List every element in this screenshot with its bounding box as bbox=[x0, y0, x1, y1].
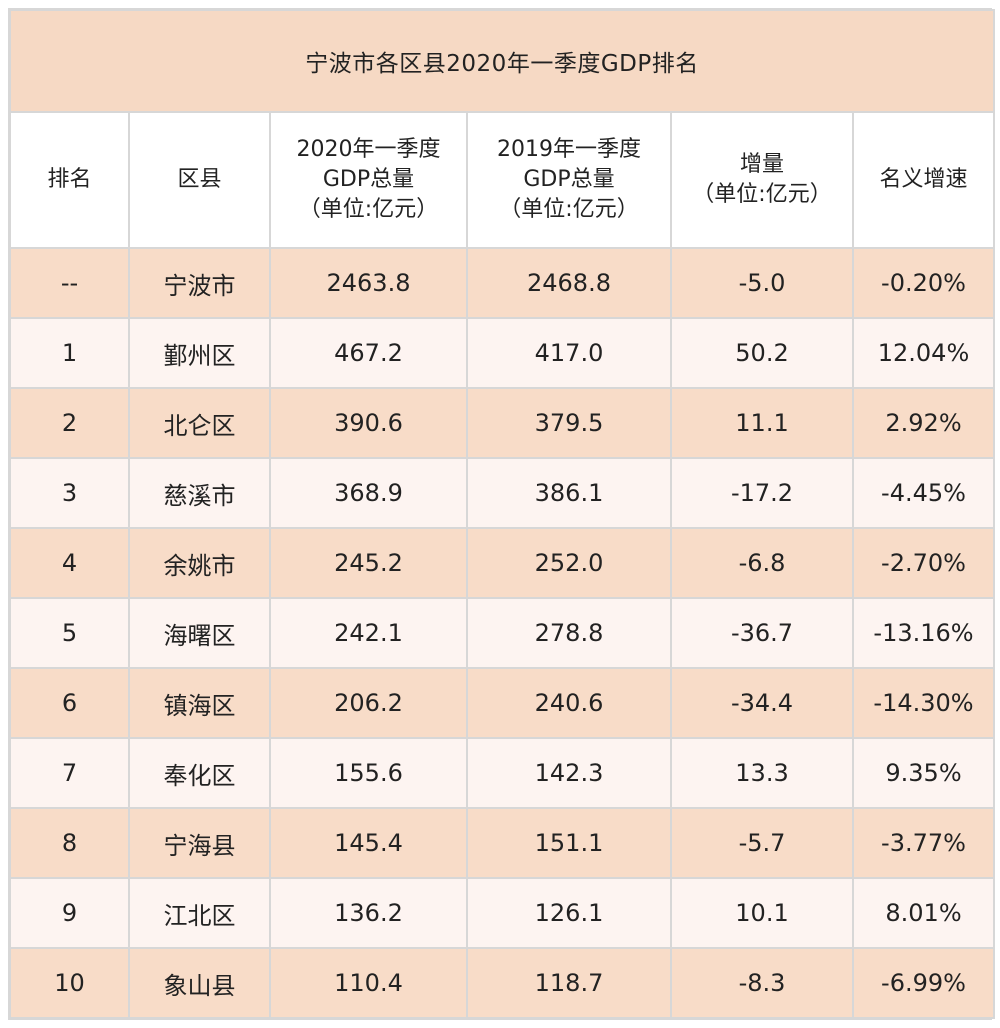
cell-rank: 9 bbox=[11, 879, 128, 947]
cell-gdp-2019: 252.0 bbox=[468, 529, 670, 597]
table-row: -- 宁波市 2463.8 2468.8 -5.0 -0.20% bbox=[11, 249, 993, 317]
cell-increase: 50.2 bbox=[672, 319, 852, 387]
cell-increase: -6.8 bbox=[672, 529, 852, 597]
header-rank: 排名 bbox=[11, 113, 128, 247]
cell-district: 余姚市 bbox=[130, 529, 269, 597]
cell-gdp-2020: 110.4 bbox=[271, 949, 466, 1017]
table-row: 7 奉化区 155.6 142.3 13.3 9.35% bbox=[11, 739, 993, 807]
table-row: 9 江北区 136.2 126.1 10.1 8.01% bbox=[11, 879, 993, 947]
cell-increase: -36.7 bbox=[672, 599, 852, 667]
header-gdp-2019-line1: 2019年一季度 bbox=[497, 137, 641, 163]
cell-growth: 8.01% bbox=[854, 879, 993, 947]
header-row: 排名 区县 2020年一季度 GDP总量 （单位:亿元） 2019年一季度 GD… bbox=[11, 113, 993, 247]
header-gdp-2020-line3: （单位:亿元） bbox=[298, 196, 439, 222]
cell-district: 鄞州区 bbox=[130, 319, 269, 387]
cell-rank: 7 bbox=[11, 739, 128, 807]
table-row: 8 宁海县 145.4 151.1 -5.7 -3.77% bbox=[11, 809, 993, 877]
cell-increase: -34.4 bbox=[672, 669, 852, 737]
header-gdp-2020: 2020年一季度 GDP总量 （单位:亿元） bbox=[271, 113, 466, 247]
gdp-ranking-table: 宁波市各区县2020年一季度GDP排名 排名 区县 2020年一季度 GDP总量… bbox=[9, 9, 995, 1019]
cell-gdp-2020: 390.6 bbox=[271, 389, 466, 457]
cell-district: 象山县 bbox=[130, 949, 269, 1017]
header-increase-line2: （单位:亿元） bbox=[692, 182, 832, 207]
cell-growth: -14.30% bbox=[854, 669, 993, 737]
cell-growth: 9.35% bbox=[854, 739, 993, 807]
header-increase-line1: 增量 bbox=[739, 152, 784, 178]
header-increase: 增量 （单位:亿元） bbox=[672, 113, 852, 247]
cell-rank: 2 bbox=[11, 389, 128, 457]
title-row: 宁波市各区县2020年一季度GDP排名 bbox=[11, 11, 993, 111]
cell-growth: -4.45% bbox=[854, 459, 993, 527]
cell-gdp-2019: 118.7 bbox=[468, 949, 670, 1017]
table-row: 4 余姚市 245.2 252.0 -6.8 -2.70% bbox=[11, 529, 993, 597]
cell-gdp-2020: 136.2 bbox=[271, 879, 466, 947]
cell-gdp-2019: 386.1 bbox=[468, 459, 670, 527]
table-title: 宁波市各区县2020年一季度GDP排名 bbox=[11, 11, 993, 111]
cell-gdp-2019: 151.1 bbox=[468, 809, 670, 877]
cell-gdp-2020: 242.1 bbox=[271, 599, 466, 667]
cell-gdp-2020: 155.6 bbox=[271, 739, 466, 807]
cell-rank: 4 bbox=[11, 529, 128, 597]
cell-gdp-2019: 2468.8 bbox=[468, 249, 670, 317]
cell-gdp-2019: 240.6 bbox=[468, 669, 670, 737]
cell-increase: 10.1 bbox=[672, 879, 852, 947]
table-row: 10 象山县 110.4 118.7 -8.3 -6.99% bbox=[11, 949, 993, 1017]
cell-gdp-2020: 2463.8 bbox=[271, 249, 466, 317]
cell-gdp-2019: 126.1 bbox=[468, 879, 670, 947]
header-district: 区县 bbox=[130, 113, 269, 247]
cell-gdp-2019: 379.5 bbox=[468, 389, 670, 457]
cell-gdp-2020: 245.2 bbox=[271, 529, 466, 597]
cell-rank: 5 bbox=[11, 599, 128, 667]
cell-district: 镇海区 bbox=[130, 669, 269, 737]
cell-rank: 10 bbox=[11, 949, 128, 1017]
cell-rank: 8 bbox=[11, 809, 128, 877]
header-gdp-2019-line3: （单位:亿元） bbox=[499, 196, 639, 222]
table-row: 3 慈溪市 368.9 386.1 -17.2 -4.45% bbox=[11, 459, 993, 527]
cell-district: 宁海县 bbox=[130, 809, 269, 877]
cell-district: 奉化区 bbox=[130, 739, 269, 807]
cell-gdp-2020: 368.9 bbox=[271, 459, 466, 527]
cell-increase: -8.3 bbox=[672, 949, 852, 1017]
cell-district: 宁波市 bbox=[130, 249, 269, 317]
cell-growth: -0.20% bbox=[854, 249, 993, 317]
table-row: 2 北仑区 390.6 379.5 11.1 2.92% bbox=[11, 389, 993, 457]
cell-gdp-2019: 278.8 bbox=[468, 599, 670, 667]
cell-rank: 6 bbox=[11, 669, 128, 737]
cell-gdp-2019: 417.0 bbox=[468, 319, 670, 387]
cell-growth: -13.16% bbox=[854, 599, 993, 667]
header-gdp-2020-line1: 2020年一季度 bbox=[296, 137, 441, 163]
cell-rank: -- bbox=[11, 249, 128, 317]
table-row: 1 鄞州区 467.2 417.0 50.2 12.04% bbox=[11, 319, 993, 387]
cell-growth: -6.99% bbox=[854, 949, 993, 1017]
table-row: 6 镇海区 206.2 240.6 -34.4 -14.30% bbox=[11, 669, 993, 737]
cell-gdp-2019: 142.3 bbox=[468, 739, 670, 807]
cell-gdp-2020: 145.4 bbox=[271, 809, 466, 877]
header-gdp-2019: 2019年一季度 GDP总量 （单位:亿元） bbox=[468, 113, 670, 247]
cell-district: 海曙区 bbox=[130, 599, 269, 667]
cell-rank: 1 bbox=[11, 319, 128, 387]
cell-gdp-2020: 206.2 bbox=[271, 669, 466, 737]
cell-growth: 2.92% bbox=[854, 389, 993, 457]
cell-increase: 11.1 bbox=[672, 389, 852, 457]
cell-district: 江北区 bbox=[130, 879, 269, 947]
header-gdp-2019-line2: GDP总量 bbox=[523, 167, 615, 193]
cell-growth: -3.77% bbox=[854, 809, 993, 877]
cell-district: 北仑区 bbox=[130, 389, 269, 457]
cell-rank: 3 bbox=[11, 459, 128, 527]
cell-growth: -2.70% bbox=[854, 529, 993, 597]
cell-increase: -5.0 bbox=[672, 249, 852, 317]
cell-growth: 12.04% bbox=[854, 319, 993, 387]
cell-increase: 13.3 bbox=[672, 739, 852, 807]
cell-increase: -5.7 bbox=[672, 809, 852, 877]
table-row: 5 海曙区 242.1 278.8 -36.7 -13.16% bbox=[11, 599, 993, 667]
header-gdp-2020-line2: GDP总量 bbox=[322, 167, 415, 193]
header-growth: 名义增速 bbox=[854, 113, 993, 247]
cell-increase: -17.2 bbox=[672, 459, 852, 527]
cell-district: 慈溪市 bbox=[130, 459, 269, 527]
cell-gdp-2020: 467.2 bbox=[271, 319, 466, 387]
